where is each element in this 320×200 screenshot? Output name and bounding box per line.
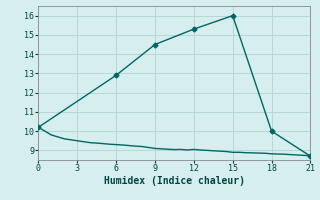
X-axis label: Humidex (Indice chaleur): Humidex (Indice chaleur)	[104, 176, 245, 186]
